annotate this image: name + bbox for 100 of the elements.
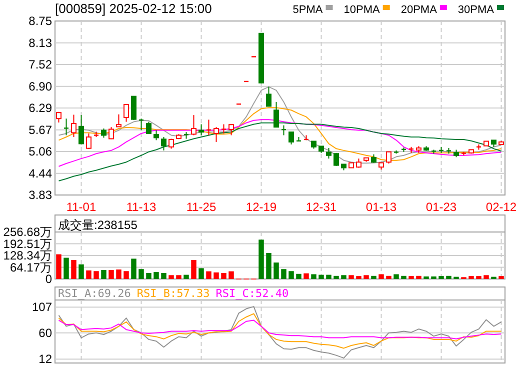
bar — [348, 275, 354, 279]
y-tick-label: 0 — [45, 272, 52, 286]
bar — [356, 276, 362, 279]
chart-title: 成交量:238155 — [58, 218, 138, 232]
x-tick-label: 02-12 — [486, 200, 517, 214]
bar — [394, 274, 399, 279]
bar — [154, 272, 159, 279]
bar — [364, 275, 369, 279]
candlestick — [274, 101, 279, 128]
candlestick — [78, 114, 84, 145]
bar — [258, 240, 264, 279]
bar — [161, 272, 166, 279]
y-tick-label: 60 — [38, 326, 52, 340]
bar — [138, 269, 144, 279]
bar — [416, 276, 422, 279]
y-tick-label: 7.52 — [28, 58, 52, 72]
bar — [206, 271, 212, 279]
y-tick-label: 128.34万 — [3, 248, 52, 262]
candlestick — [214, 126, 219, 142]
y-tick-label: 8.13 — [28, 36, 52, 50]
bar — [334, 276, 339, 279]
candlestick — [63, 118, 70, 136]
x-tick-label: 11-25 — [186, 200, 216, 214]
bar — [86, 270, 92, 279]
candlestick — [146, 121, 152, 134]
candlestick — [266, 86, 272, 107]
bar — [228, 271, 234, 279]
y-tick-label: 64.17万 — [10, 260, 52, 274]
bar — [176, 275, 182, 279]
bar — [131, 258, 136, 279]
x-tick-label: 11-01 — [66, 200, 96, 214]
candlestick — [228, 124, 234, 136]
bar — [124, 271, 129, 279]
bar — [184, 274, 189, 279]
y-tick-label: 5.67 — [28, 122, 52, 137]
bar — [288, 271, 294, 279]
chart-title: [000859] 2025-02-12 15:00 — [55, 1, 212, 16]
x-tick-label: 01-13 — [366, 200, 397, 214]
legend-label: 5PMA — [292, 4, 324, 16]
bar — [281, 269, 286, 279]
bar — [191, 260, 196, 279]
bar — [401, 276, 406, 279]
bar — [78, 264, 84, 279]
bar — [168, 275, 174, 279]
bar — [311, 274, 316, 279]
candlestick — [124, 104, 129, 122]
bar — [198, 268, 204, 279]
bar — [386, 276, 392, 279]
bar — [341, 275, 346, 279]
series-label: RSI_A:69.26 — [58, 287, 131, 300]
candlestick — [116, 114, 122, 128]
bar — [378, 274, 384, 279]
bar — [108, 270, 114, 279]
candlestick — [220, 124, 227, 134]
bar — [438, 276, 444, 279]
bar — [64, 258, 69, 279]
candlestick — [386, 151, 392, 164]
bar — [274, 262, 279, 279]
bar — [326, 274, 332, 279]
y-tick-label: 12 — [38, 352, 52, 365]
y-tick-label: 192.51万 — [3, 236, 52, 251]
y-tick-label: 256.68万 — [3, 225, 52, 239]
candlestick — [191, 114, 196, 136]
y-tick-label: 107 — [32, 300, 52, 314]
legend-label: 30PMA — [458, 4, 495, 16]
bar — [408, 276, 414, 279]
bar — [116, 269, 122, 279]
text: RSI_B:57.33 — [136, 287, 210, 300]
y-tick-label: 4.44 — [28, 166, 52, 180]
x-tick-label: 12-19 — [246, 200, 277, 214]
y-tick-label: 6.90 — [28, 79, 52, 94]
candlestick — [356, 158, 362, 168]
bar — [214, 272, 219, 279]
bar — [221, 272, 226, 279]
bar — [304, 273, 309, 279]
bar — [498, 276, 504, 279]
bar — [56, 254, 62, 279]
candlestick — [326, 147, 332, 160]
bar — [146, 272, 152, 279]
bar — [371, 276, 376, 279]
bar — [431, 276, 436, 279]
x-tick-label: 11-13 — [126, 200, 156, 214]
bar — [94, 271, 99, 279]
candlestick — [154, 130, 159, 141]
bar — [424, 276, 429, 279]
candlestick — [101, 128, 106, 138]
y-tick-label: 6.29 — [28, 101, 52, 115]
candlestick — [71, 114, 76, 138]
bar — [484, 275, 489, 279]
bar — [266, 253, 272, 279]
legend-label: 10PMA — [344, 4, 380, 16]
x-tick-label: 12-31 — [306, 200, 337, 214]
candlestick — [108, 126, 114, 140]
bar — [318, 274, 324, 279]
y-tick-label: 3.83 — [28, 188, 52, 202]
candlestick — [198, 124, 204, 136]
bar — [296, 274, 302, 279]
candlestick — [161, 136, 166, 151]
legend-label: 20PMA — [400, 4, 438, 16]
text: RSI_C:52.40 — [216, 287, 289, 300]
